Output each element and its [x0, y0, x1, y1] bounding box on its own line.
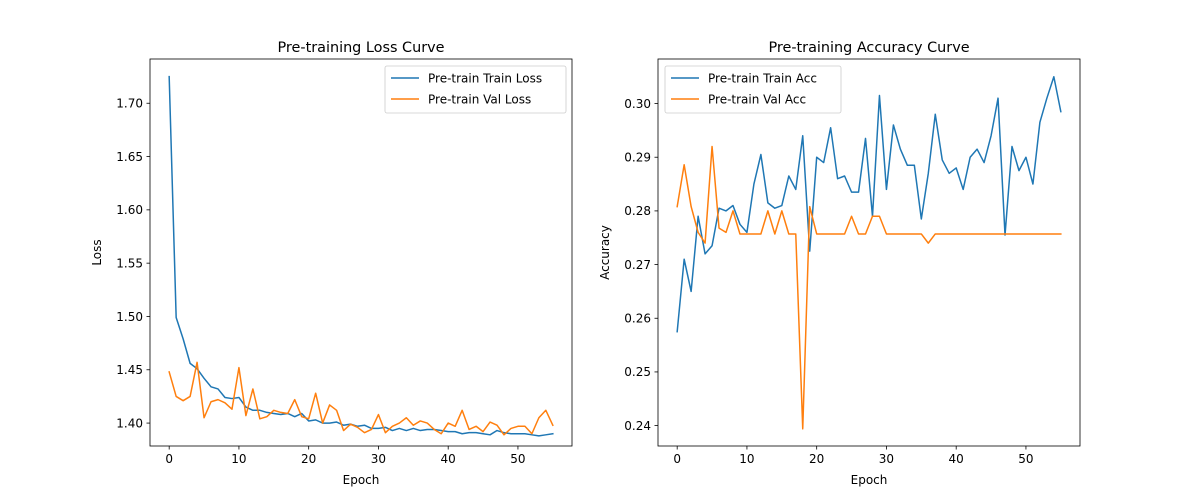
y-tick-label: 1.65: [116, 150, 143, 164]
y-tick-label: 1.40: [116, 416, 143, 430]
series-group: [168, 75, 554, 437]
y-tick-label: 1.45: [116, 363, 143, 377]
chart-1: 0 10 20 30 40 50 1.40 1.45 1.50 1.55 1.60 1.65 1.70 P…: [90, 40, 573, 487]
y-tick-label: 0.29: [624, 151, 651, 165]
y-tick-label: 1.55: [116, 256, 143, 270]
y-tick-label: 1.70: [116, 97, 143, 111]
plot-area: [658, 59, 1080, 446]
y-tick-label: 0.30: [624, 97, 651, 111]
x-tick-label: 30: [879, 452, 894, 466]
y-tick-label: 1.60: [116, 203, 143, 217]
x-tick-label: 50: [510, 452, 525, 466]
x-tick-label: 20: [809, 452, 824, 466]
y-axis-label: Accuracy: [598, 225, 612, 280]
series-group: [676, 75, 1062, 430]
axes-frame: [149, 58, 573, 447]
chart-title: Pre-training Accuracy Curve: [768, 40, 969, 56]
plot-area: [150, 59, 572, 446]
y-tick-label: 0.26: [624, 312, 651, 326]
x-tick-label: 40: [441, 452, 456, 466]
legend-label-2: Pre-train Val Acc: [708, 92, 806, 106]
x-axis-label: Epoch: [851, 473, 888, 487]
legend-box: [384, 65, 567, 114]
legend-label-1: Pre-train Train Loss: [428, 71, 542, 85]
series-line-1: [676, 75, 1062, 333]
legend-box: [664, 65, 842, 114]
x-tick-label: 20: [301, 452, 316, 466]
chart-title: Pre-training Loss Curve: [278, 40, 445, 56]
legend-label-1: Pre-train Train Acc: [708, 71, 817, 85]
x-tick-label: 40: [949, 452, 964, 466]
y-axis-label: Loss: [90, 239, 104, 265]
x-tick-label: 50: [1018, 452, 1033, 466]
y-tick-label: 0.25: [624, 365, 651, 379]
axes-frame: [657, 58, 1081, 447]
x-tick-label: 0: [165, 452, 173, 466]
legend: Pre-train Train Loss Pre-train Val Loss: [384, 65, 567, 114]
y-tick-label: 0.27: [624, 258, 651, 272]
legend: Pre-train Train Acc Pre-train Val Acc: [664, 65, 842, 114]
x-tick-label: 10: [739, 452, 754, 466]
y-tick-label: 0.24: [624, 419, 651, 433]
x-axis-label: Epoch: [343, 473, 380, 487]
y-tick-label: 1.50: [116, 310, 143, 324]
x-tick-label: 30: [371, 452, 386, 466]
x-tick-label: 10: [231, 452, 246, 466]
series-line-2: [168, 361, 554, 436]
x-tick-label: 0: [673, 452, 681, 466]
legend-label-2: Pre-train Val Loss: [428, 92, 531, 106]
y-tick-label: 0.28: [624, 204, 651, 218]
chart-2: 0 10 20 30 40 50 0.24 0.25 0.26 0.27 0.28 0.29 0.30 P…: [598, 40, 1081, 487]
series-line-2: [676, 145, 1062, 430]
